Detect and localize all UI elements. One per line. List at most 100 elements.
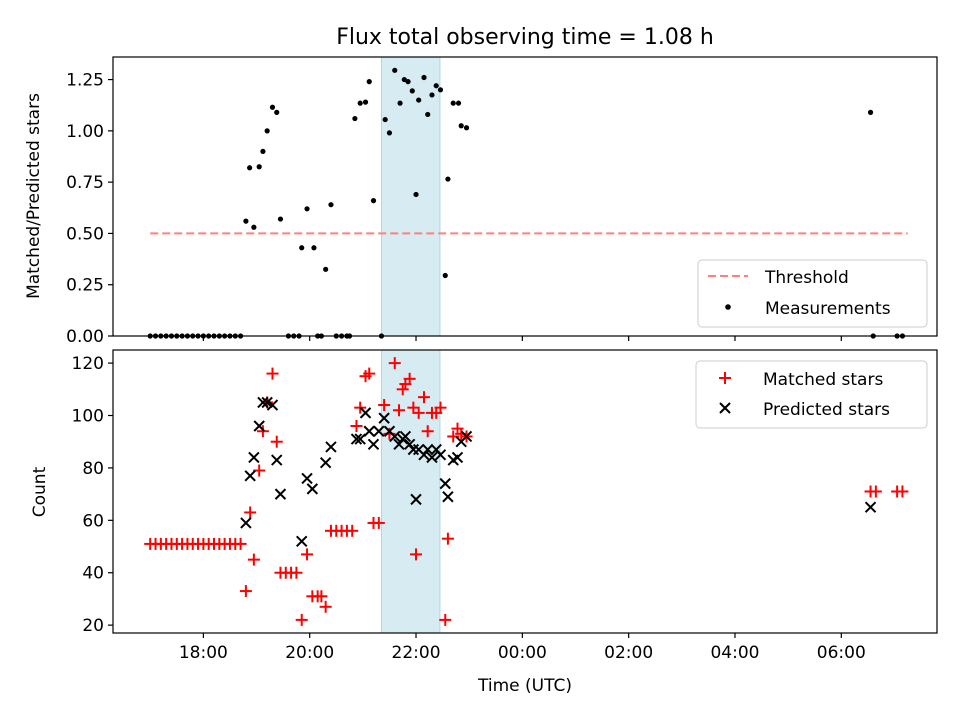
y-tick-label: 1.25: [66, 71, 104, 91]
measurement-point: [421, 74, 427, 81]
matched-star-point: [253, 464, 266, 477]
matched-star-point: [295, 613, 308, 626]
measurement-point: [311, 245, 317, 251]
measurement-point: [260, 148, 266, 154]
x-tick-label: 04:00: [710, 643, 759, 663]
measurement-point: [445, 176, 451, 182]
matched-star-point: [266, 367, 279, 380]
y-tick-label: 60: [82, 511, 104, 531]
legend-predicted-swatch: [719, 402, 731, 414]
matched-star-point: [403, 372, 416, 385]
measurement-point: [370, 198, 377, 204]
y-tick-label: 0.00: [66, 327, 104, 347]
measurement-point: [243, 218, 249, 224]
predicted-star-point: [399, 430, 412, 443]
predicted-star-point: [373, 425, 385, 437]
measurement-point: [386, 130, 393, 136]
matched-star-point: [393, 404, 406, 417]
y-tick-label: 20: [82, 616, 104, 636]
bottom-y-ticks: 20 40 60 80 100 120: [72, 354, 113, 636]
top-chart-title: Flux total observing time = 1.08 h: [336, 25, 714, 50]
measurement-point: [405, 79, 411, 85]
bottom-x-ticks: 18:00 20:00 22:00 00:00 02:00 04:00 06:00: [179, 633, 866, 663]
measurement-point: [382, 116, 388, 123]
measurement-point: [251, 224, 257, 230]
predicted-star-point: [426, 451, 438, 464]
predicted-star-point: [418, 449, 430, 461]
predicted-star-point: [367, 438, 380, 451]
predicted-star-point: [248, 451, 260, 464]
bottom-axes-frame: [112, 349, 938, 634]
matched-star-point: [290, 566, 303, 579]
predicted-star-point: [442, 491, 454, 503]
predicted-star-point: [240, 517, 252, 529]
legend-measurements-swatch: [725, 304, 731, 310]
matched-star-point: [869, 485, 882, 498]
top-shaded-span: [380, 56, 441, 337]
predicted-star-point: [350, 433, 363, 445]
shaded-observing-span: [380, 56, 441, 337]
measurement-point: [269, 104, 276, 110]
x-tick-label: 06:00: [817, 643, 866, 663]
matched-star-point: [244, 506, 257, 519]
matched-star-point: [439, 613, 452, 626]
predicted-star-point: [244, 470, 256, 482]
predicted-star-point: [410, 493, 422, 506]
y-tick-label: 40: [82, 564, 104, 584]
top-legend: Threshold Measurements: [697, 259, 928, 328]
measurement-point: [362, 99, 369, 105]
predicted-star-point: [296, 535, 308, 547]
y-tick-label: 0.25: [66, 276, 104, 296]
top-y-axis-label: Matched/Predicted stars: [24, 93, 44, 299]
bottom-legend-box: [695, 360, 928, 429]
measurement-point: [450, 100, 456, 106]
measurement-point: [304, 206, 310, 212]
predicted-star-point: [864, 501, 877, 513]
predicted-star-point: [378, 412, 390, 424]
measurement-point: [256, 164, 262, 170]
measurement-point: [458, 123, 464, 129]
measurement-point: [433, 83, 439, 89]
matched-star-point: [247, 553, 260, 566]
bottom-legend: Matched stars Predicted stars: [695, 360, 928, 429]
measurement-point: [366, 79, 372, 85]
measurement-point: [323, 266, 329, 272]
matched-star-point: [412, 406, 425, 419]
measurement-point: [455, 100, 462, 106]
measurement-point: [867, 109, 874, 115]
matched-star-point: [234, 537, 247, 550]
predicted-star-point: [271, 454, 283, 466]
predicted-star-point: [325, 441, 337, 453]
predicted-star-point: [439, 477, 451, 490]
predicted-star-point: [389, 430, 401, 443]
matched-star-point: [421, 425, 434, 438]
measurement-point: [352, 115, 358, 122]
matched-star-point: [346, 524, 359, 537]
matched-star-point: [315, 590, 328, 603]
measurement-point: [392, 67, 398, 73]
y-tick-label: 80: [82, 459, 104, 479]
bottom-x-axis-label: Time (UTC): [477, 676, 572, 696]
matched-star-point: [407, 401, 420, 414]
measurement-point: [277, 216, 284, 222]
y-tick-label: 1.00: [66, 122, 104, 142]
predicted-star-point: [354, 433, 366, 445]
legend-predicted-label: Predicted stars: [763, 400, 890, 420]
matched-star-point: [256, 425, 269, 438]
matched-star-point: [319, 600, 332, 613]
predicted-star-point: [403, 438, 416, 451]
predicted-star-point: [359, 407, 372, 419]
measurement-point: [442, 272, 448, 279]
matched-star-point: [396, 383, 409, 396]
legend-matched-swatch: [719, 372, 731, 384]
matched-star-point: [896, 485, 909, 498]
predicted-star-point: [274, 488, 287, 500]
x-tick-label: 00:00: [498, 643, 547, 663]
x-tick-label: 20:00: [285, 643, 334, 663]
bottom-shaded-span: [380, 349, 441, 634]
legend-measurements-label: Measurements: [765, 299, 891, 319]
matched-star-point: [270, 435, 283, 448]
top-legend-box: [697, 259, 928, 328]
measurement-point: [416, 97, 422, 103]
